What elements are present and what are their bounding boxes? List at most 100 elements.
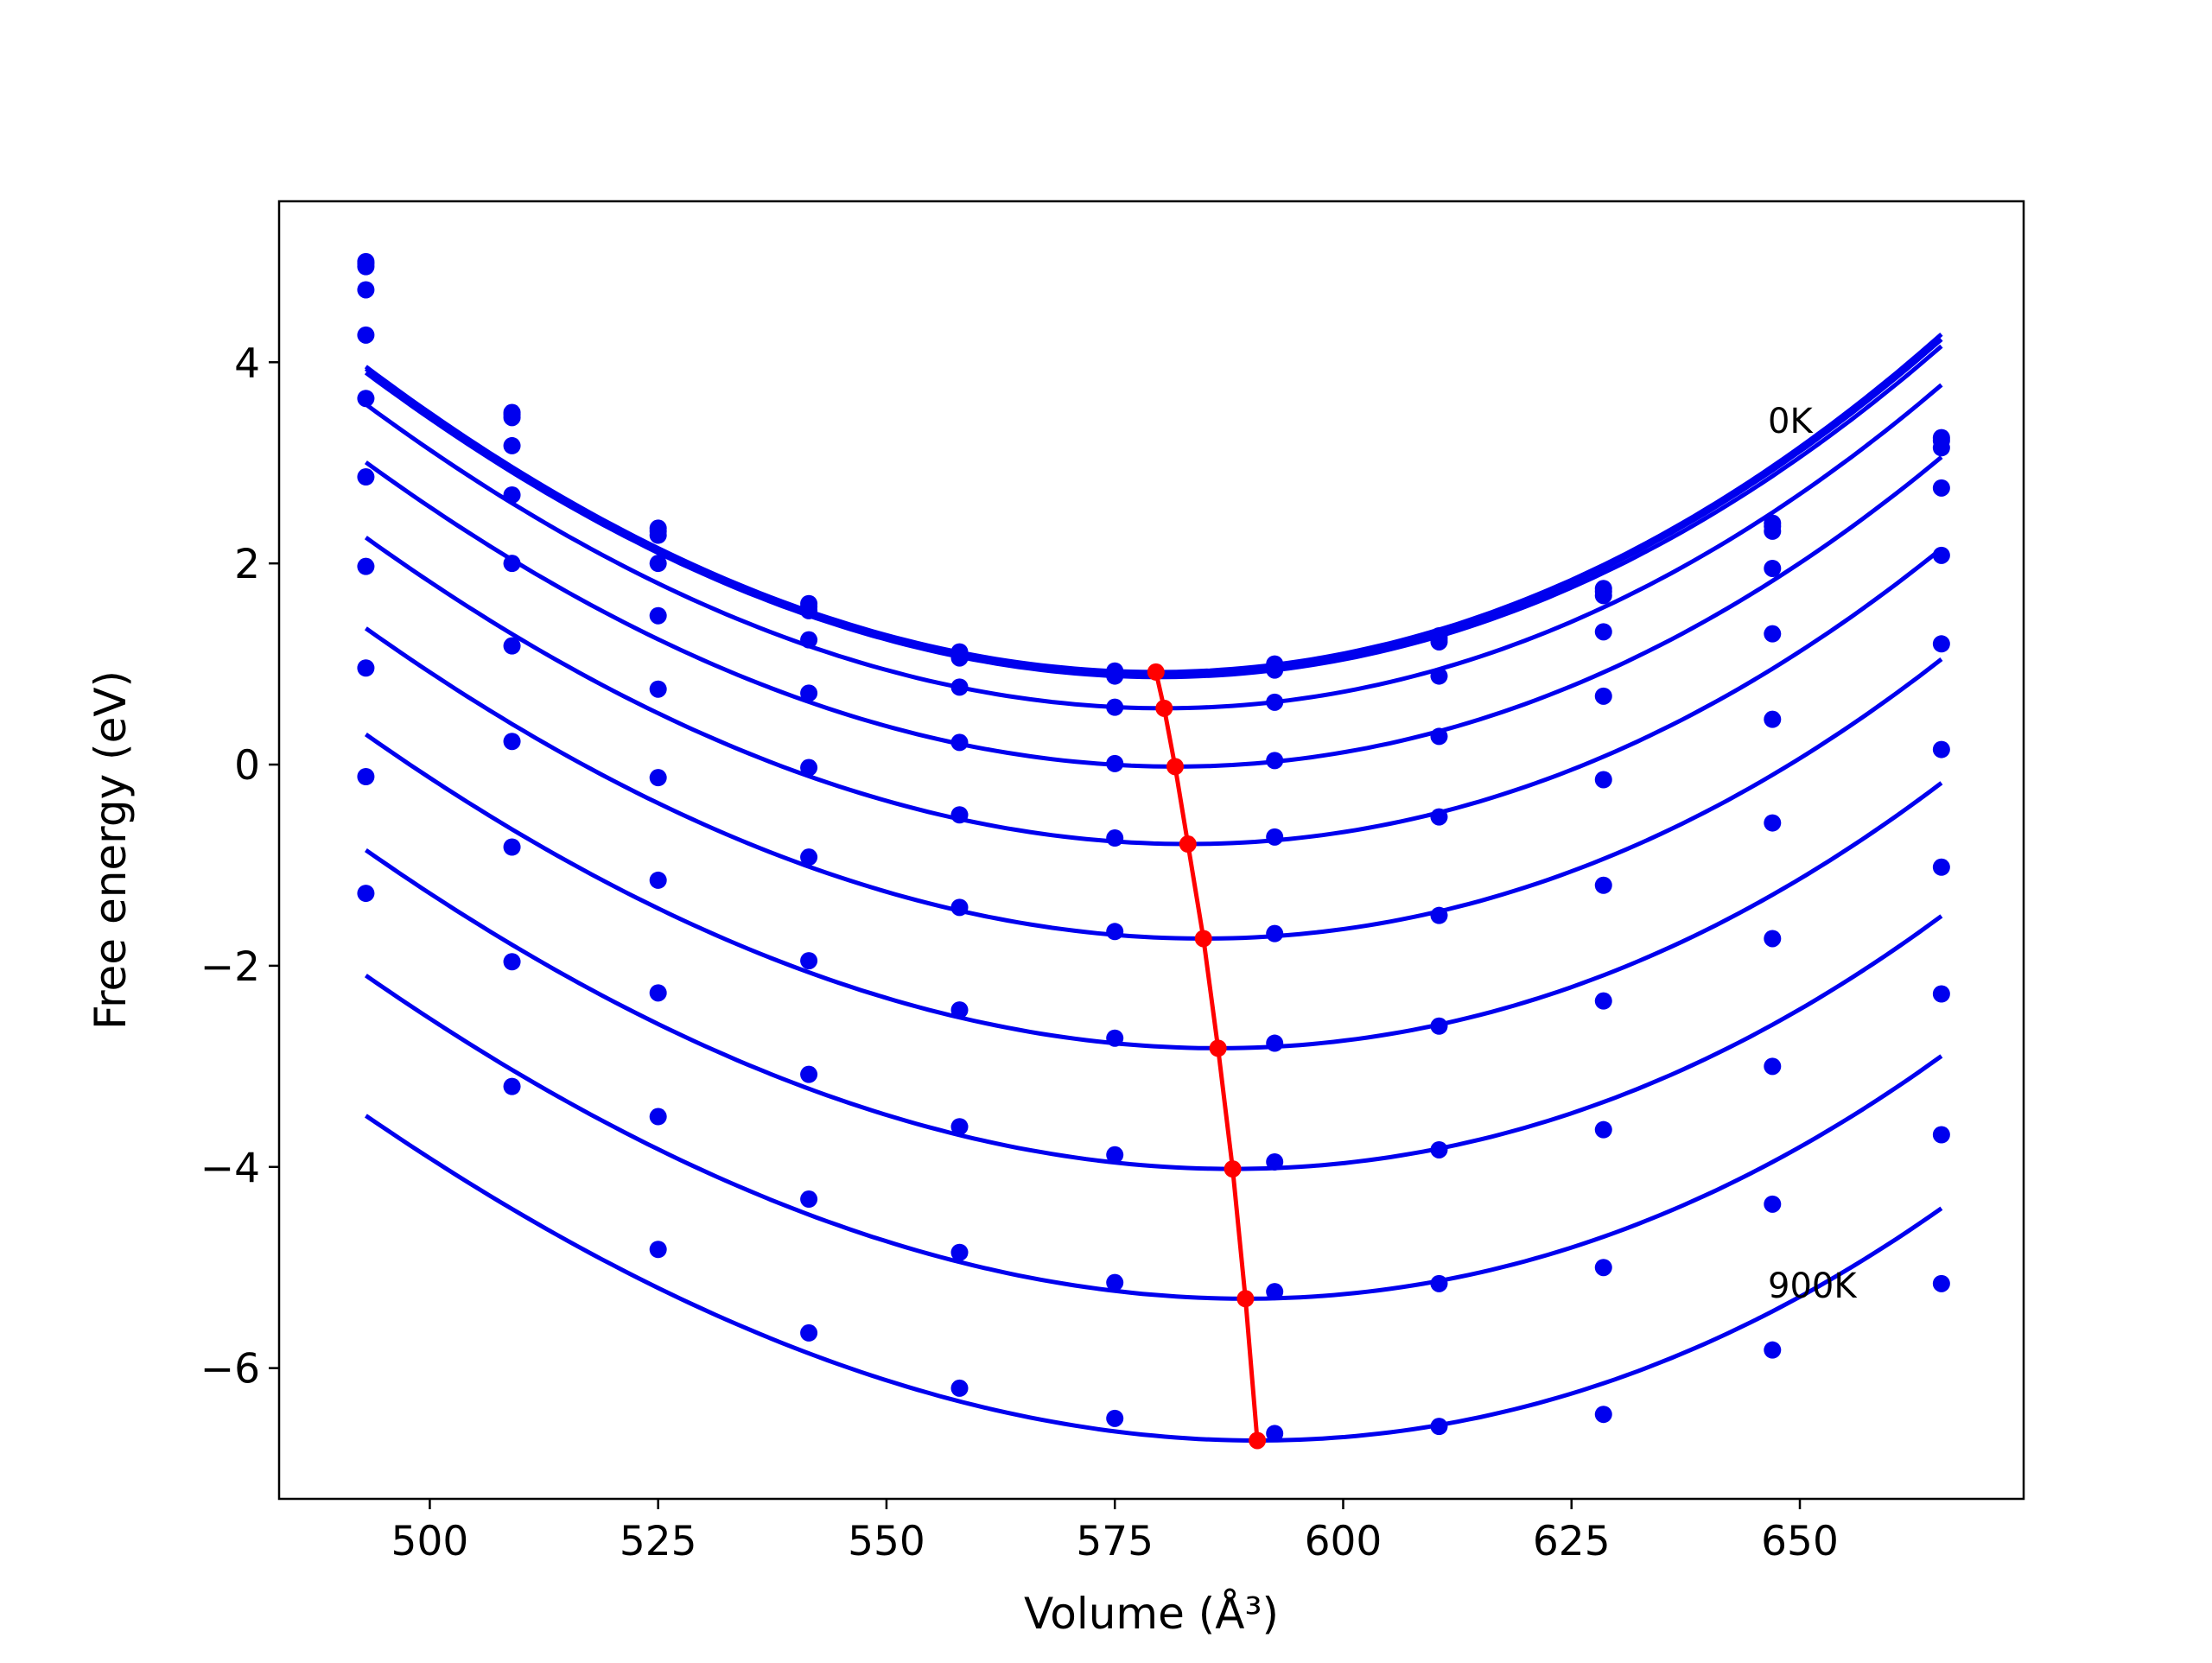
y-axis-label: Free energy (eV)	[86, 670, 136, 1030]
x-tick-label: 575	[1076, 1518, 1154, 1565]
data-point	[800, 601, 818, 619]
data-point	[1594, 1406, 1612, 1424]
y-tick-label: 0	[234, 742, 260, 790]
data-point	[1266, 828, 1284, 846]
data-point	[503, 555, 521, 573]
data-point	[357, 768, 375, 786]
data-point	[357, 326, 375, 344]
data-point	[1932, 635, 1950, 653]
fit-curve-4	[364, 455, 1943, 769]
data-point	[503, 953, 521, 971]
data-point	[357, 659, 375, 677]
data-point	[357, 390, 375, 408]
data-point	[1266, 1034, 1284, 1052]
y-tick-label: −4	[200, 1145, 260, 1192]
data-point	[1266, 1152, 1284, 1171]
minimum-point	[1194, 930, 1212, 948]
data-point	[503, 733, 521, 751]
data-point	[1764, 930, 1782, 948]
data-point	[1106, 923, 1124, 941]
data-point	[1106, 829, 1124, 847]
data-point	[950, 1379, 969, 1397]
data-point	[1266, 752, 1284, 770]
data-point	[1932, 740, 1950, 759]
data-points	[357, 252, 1950, 1443]
data-point	[1266, 1425, 1284, 1443]
data-point	[950, 806, 969, 824]
data-point	[649, 1241, 667, 1259]
data-point	[1594, 687, 1612, 705]
data-point	[1106, 667, 1124, 685]
data-point	[1430, 808, 1448, 826]
minimum-point	[1155, 699, 1173, 717]
fit-curves	[364, 333, 1943, 1444]
data-point	[1764, 1057, 1782, 1076]
data-point	[503, 1077, 521, 1095]
data-point	[1106, 698, 1124, 716]
fit-curve-3	[364, 383, 1943, 711]
data-point	[357, 885, 375, 903]
data-point	[1932, 1274, 1950, 1292]
data-point	[950, 1001, 969, 1019]
data-point	[1430, 667, 1448, 685]
data-point	[800, 1190, 818, 1209]
data-point	[649, 1108, 667, 1126]
fit-curve-9	[364, 974, 1943, 1301]
data-point	[1932, 439, 1950, 457]
data-point	[1430, 1274, 1448, 1292]
data-point	[1106, 1029, 1124, 1047]
data-point	[1932, 546, 1950, 564]
data-point	[950, 1243, 969, 1261]
data-point	[1594, 771, 1612, 789]
data-point	[1430, 727, 1448, 746]
y-tick-label: −2	[200, 943, 260, 991]
data-point	[1594, 587, 1612, 605]
data-point	[649, 984, 667, 1002]
x-tick-label: 525	[620, 1518, 697, 1565]
data-point	[950, 733, 969, 752]
data-point	[357, 281, 375, 299]
data-point	[1266, 924, 1284, 943]
data-point	[1430, 1140, 1448, 1158]
fit-curve-1	[364, 337, 1943, 676]
data-point	[1932, 858, 1950, 876]
data-point	[1764, 710, 1782, 728]
fit-curve-8	[364, 848, 1943, 1171]
data-point	[1594, 1259, 1612, 1277]
data-point	[1932, 1126, 1950, 1144]
data-point	[800, 1323, 818, 1342]
annotation-0k: 0K	[1768, 402, 1814, 441]
minimum-line	[1147, 663, 1267, 1450]
data-point	[800, 1065, 818, 1083]
data-point	[1430, 1418, 1448, 1436]
data-point	[503, 838, 521, 856]
data-point	[649, 769, 667, 787]
data-point	[649, 555, 667, 573]
data-point	[1430, 906, 1448, 924]
y-tick-label: 2	[234, 541, 260, 588]
plot-frame	[277, 200, 2025, 1501]
data-point	[800, 631, 818, 649]
data-point	[649, 680, 667, 698]
annotation-900k: 900K	[1768, 1266, 1858, 1306]
data-point	[1764, 522, 1782, 540]
data-point	[800, 952, 818, 970]
data-point	[649, 606, 667, 625]
data-point	[1430, 1017, 1448, 1035]
fit-curve-5	[364, 536, 1943, 847]
data-point	[357, 557, 375, 575]
data-point	[1106, 1146, 1124, 1164]
x-tick-label: 550	[848, 1518, 925, 1565]
data-point	[1266, 1283, 1284, 1301]
data-point	[950, 649, 969, 667]
data-point	[1764, 625, 1782, 643]
data-point	[950, 898, 969, 917]
y-axis-ticks: −6 −4 −2 0 2 4	[200, 340, 279, 1393]
minimum-point	[1236, 1290, 1255, 1308]
fit-curve-6	[364, 626, 1943, 941]
fit-curve-7	[364, 733, 1943, 1050]
data-point	[503, 637, 521, 655]
x-axis-ticks: 500 525 550 575 600 625 650	[391, 1499, 1839, 1565]
